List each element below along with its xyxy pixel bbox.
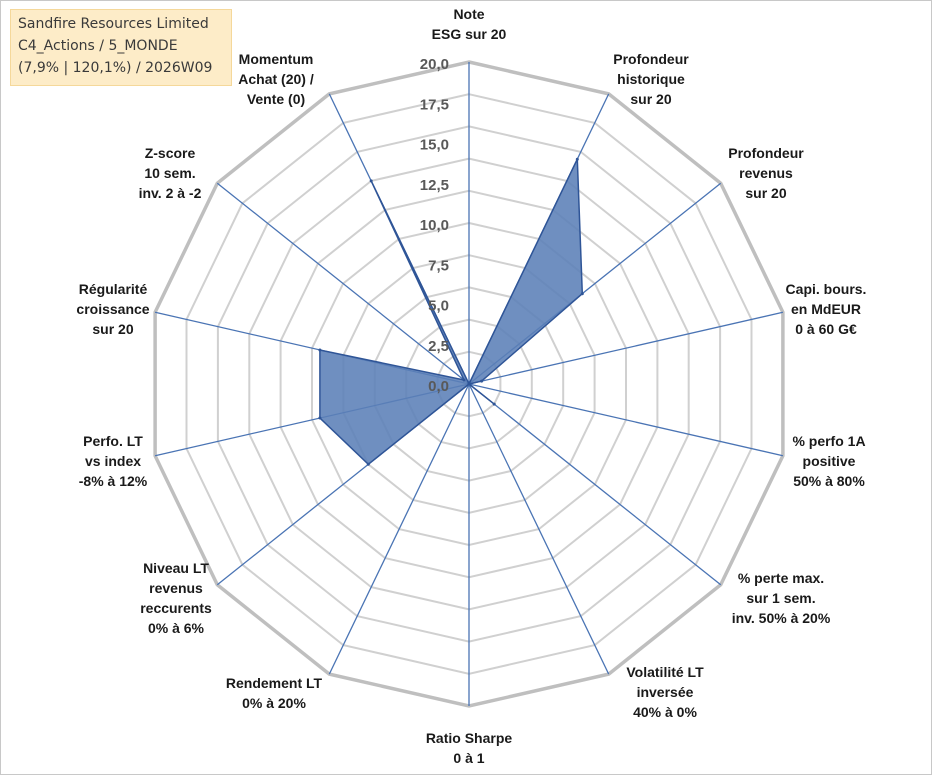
tick-label: 17,5	[420, 96, 449, 113]
axis-label: Volatilité LT inversée 40% à 0%	[626, 664, 704, 720]
axis-label-line: 0% à 6%	[148, 620, 205, 636]
axis-label-line: Rendement LT	[226, 675, 323, 691]
axis-spoke	[328, 383, 470, 675]
category-label: C4_Actions / 5_MONDE	[18, 38, 178, 54]
axis-label-line: Vente (0)	[247, 91, 305, 107]
axis-label-line: % perte max.	[738, 570, 824, 586]
axis-label-line: 0% à 20%	[242, 695, 306, 711]
axis-label: Ratio Sharpe 0 à 1	[426, 730, 513, 766]
tick-label: 12,5	[420, 177, 449, 194]
series-point	[318, 348, 322, 352]
axis-spoke	[468, 383, 784, 457]
axis-label-line: sur 20	[630, 91, 671, 107]
series-point	[369, 179, 373, 183]
series-point	[575, 157, 579, 161]
axis-label-line: 10 sem.	[144, 165, 195, 181]
axis-label-line: -8% à 12%	[79, 473, 148, 489]
axis-label-line: Momentum	[239, 51, 314, 67]
company-name: Sandfire Resources Limited	[18, 16, 209, 32]
axis-label-line: Régularité	[79, 281, 148, 297]
axis-label-line: Profondeur	[728, 145, 804, 161]
axis-label-line: Note	[453, 6, 484, 22]
axis-label: Momentum Achat (20) / Vente (0)	[238, 51, 314, 107]
axis-label-line: 0 à 60 G€	[795, 321, 857, 337]
tick-label: 7,5	[428, 257, 449, 274]
axis-label: Rendement LT 0% à 20%	[226, 675, 323, 711]
axis-label: Perfo. LT vs index -8% à 12%	[79, 433, 148, 489]
axis-label-line: 40% à 0%	[633, 704, 697, 720]
series-point	[580, 292, 584, 296]
axis-label-line: sur 20	[745, 185, 786, 201]
tick-label: 5,0	[428, 298, 449, 315]
axis-label-line: Profondeur	[613, 51, 689, 67]
axis-label: Régularité croissance sur 20	[76, 281, 149, 337]
axis-label-line: reccurents	[140, 600, 212, 616]
axis-label: % perte max. sur 1 sem. inv. 50% à 20%	[732, 570, 831, 626]
axis-spoke	[468, 383, 722, 586]
info-box: Sandfire Resources Limited C4_Actions / …	[10, 9, 232, 86]
series-point	[467, 382, 471, 386]
axis-spoke	[468, 383, 610, 675]
axis-label-line: Niveau LT	[143, 560, 209, 576]
axis-label-line: Z-score	[145, 145, 196, 161]
series-point	[480, 379, 484, 383]
series-area	[319, 158, 584, 466]
tick-label: 20,0	[420, 56, 449, 73]
series-point	[462, 378, 466, 382]
radar-series	[318, 157, 584, 466]
axis-label-line: vs index	[85, 453, 141, 469]
axis-label-line: sur 20	[92, 321, 133, 337]
axis-label-line: 0 à 1	[453, 750, 484, 766]
axis-label-line: croissance	[76, 301, 149, 317]
axis-label-line: Volatilité LT	[626, 664, 704, 680]
axis-label-line: ESG sur 20	[432, 26, 507, 42]
series-point	[366, 462, 370, 466]
axis-spoke	[468, 311, 784, 385]
axis-label-line: revenus	[149, 580, 203, 596]
axis-label-line: Capi. bours.	[786, 281, 867, 297]
tick-label: 15,0	[420, 137, 449, 154]
axis-label-line: 50% à 80%	[793, 473, 865, 489]
axis-label-line: inversée	[637, 684, 694, 700]
axis-label-line: revenus	[739, 165, 793, 181]
axis-label: Capi. bours. en MdEUR 0 à 60 G€	[786, 281, 867, 337]
axis-label: Note ESG sur 20	[432, 6, 507, 42]
radial-tick-labels: 0,0 2,5 5,0 7,5 10,0 12,5 15,0 17,5 20,0	[420, 56, 449, 395]
axis-label: Profondeur historique sur 20	[613, 51, 689, 107]
axis-labels: Note ESG sur 20 Profondeur historique sur 20…	[76, 6, 866, 766]
axis-label-line: Perfo. LT	[83, 433, 143, 449]
axis-label-line: Ratio Sharpe	[426, 730, 513, 746]
axis-label: % perfo 1A positive 50% à 80%	[792, 433, 865, 489]
axis-label: Niveau LT revenus reccurents 0% à 6%	[140, 560, 212, 636]
axis-label-line: en MdEUR	[791, 301, 861, 317]
axis-label-line: positive	[803, 453, 856, 469]
stats-label: (7,9% | 120,1%) / 2026W09	[18, 60, 213, 76]
axis-label-line: historique	[617, 71, 685, 87]
series-point	[318, 416, 322, 420]
axis-spoke	[216, 182, 470, 385]
axis-label-line: inv. 2 à -2	[139, 185, 202, 201]
axis-label-line: sur 1 sem.	[746, 590, 815, 606]
axis-label-line: % perfo 1A	[792, 433, 865, 449]
axis-label-line: Achat (20) /	[238, 71, 314, 87]
tick-label: 10,0	[420, 217, 449, 234]
tick-label: 2,5	[428, 338, 449, 355]
axis-label-line: inv. 50% à 20%	[732, 610, 831, 626]
axis-label: Z-score 10 sem. inv. 2 à -2	[139, 145, 202, 201]
tick-label: 0,0	[428, 378, 449, 395]
axis-label: Profondeur revenus sur 20	[728, 145, 804, 201]
series-point	[492, 402, 496, 406]
